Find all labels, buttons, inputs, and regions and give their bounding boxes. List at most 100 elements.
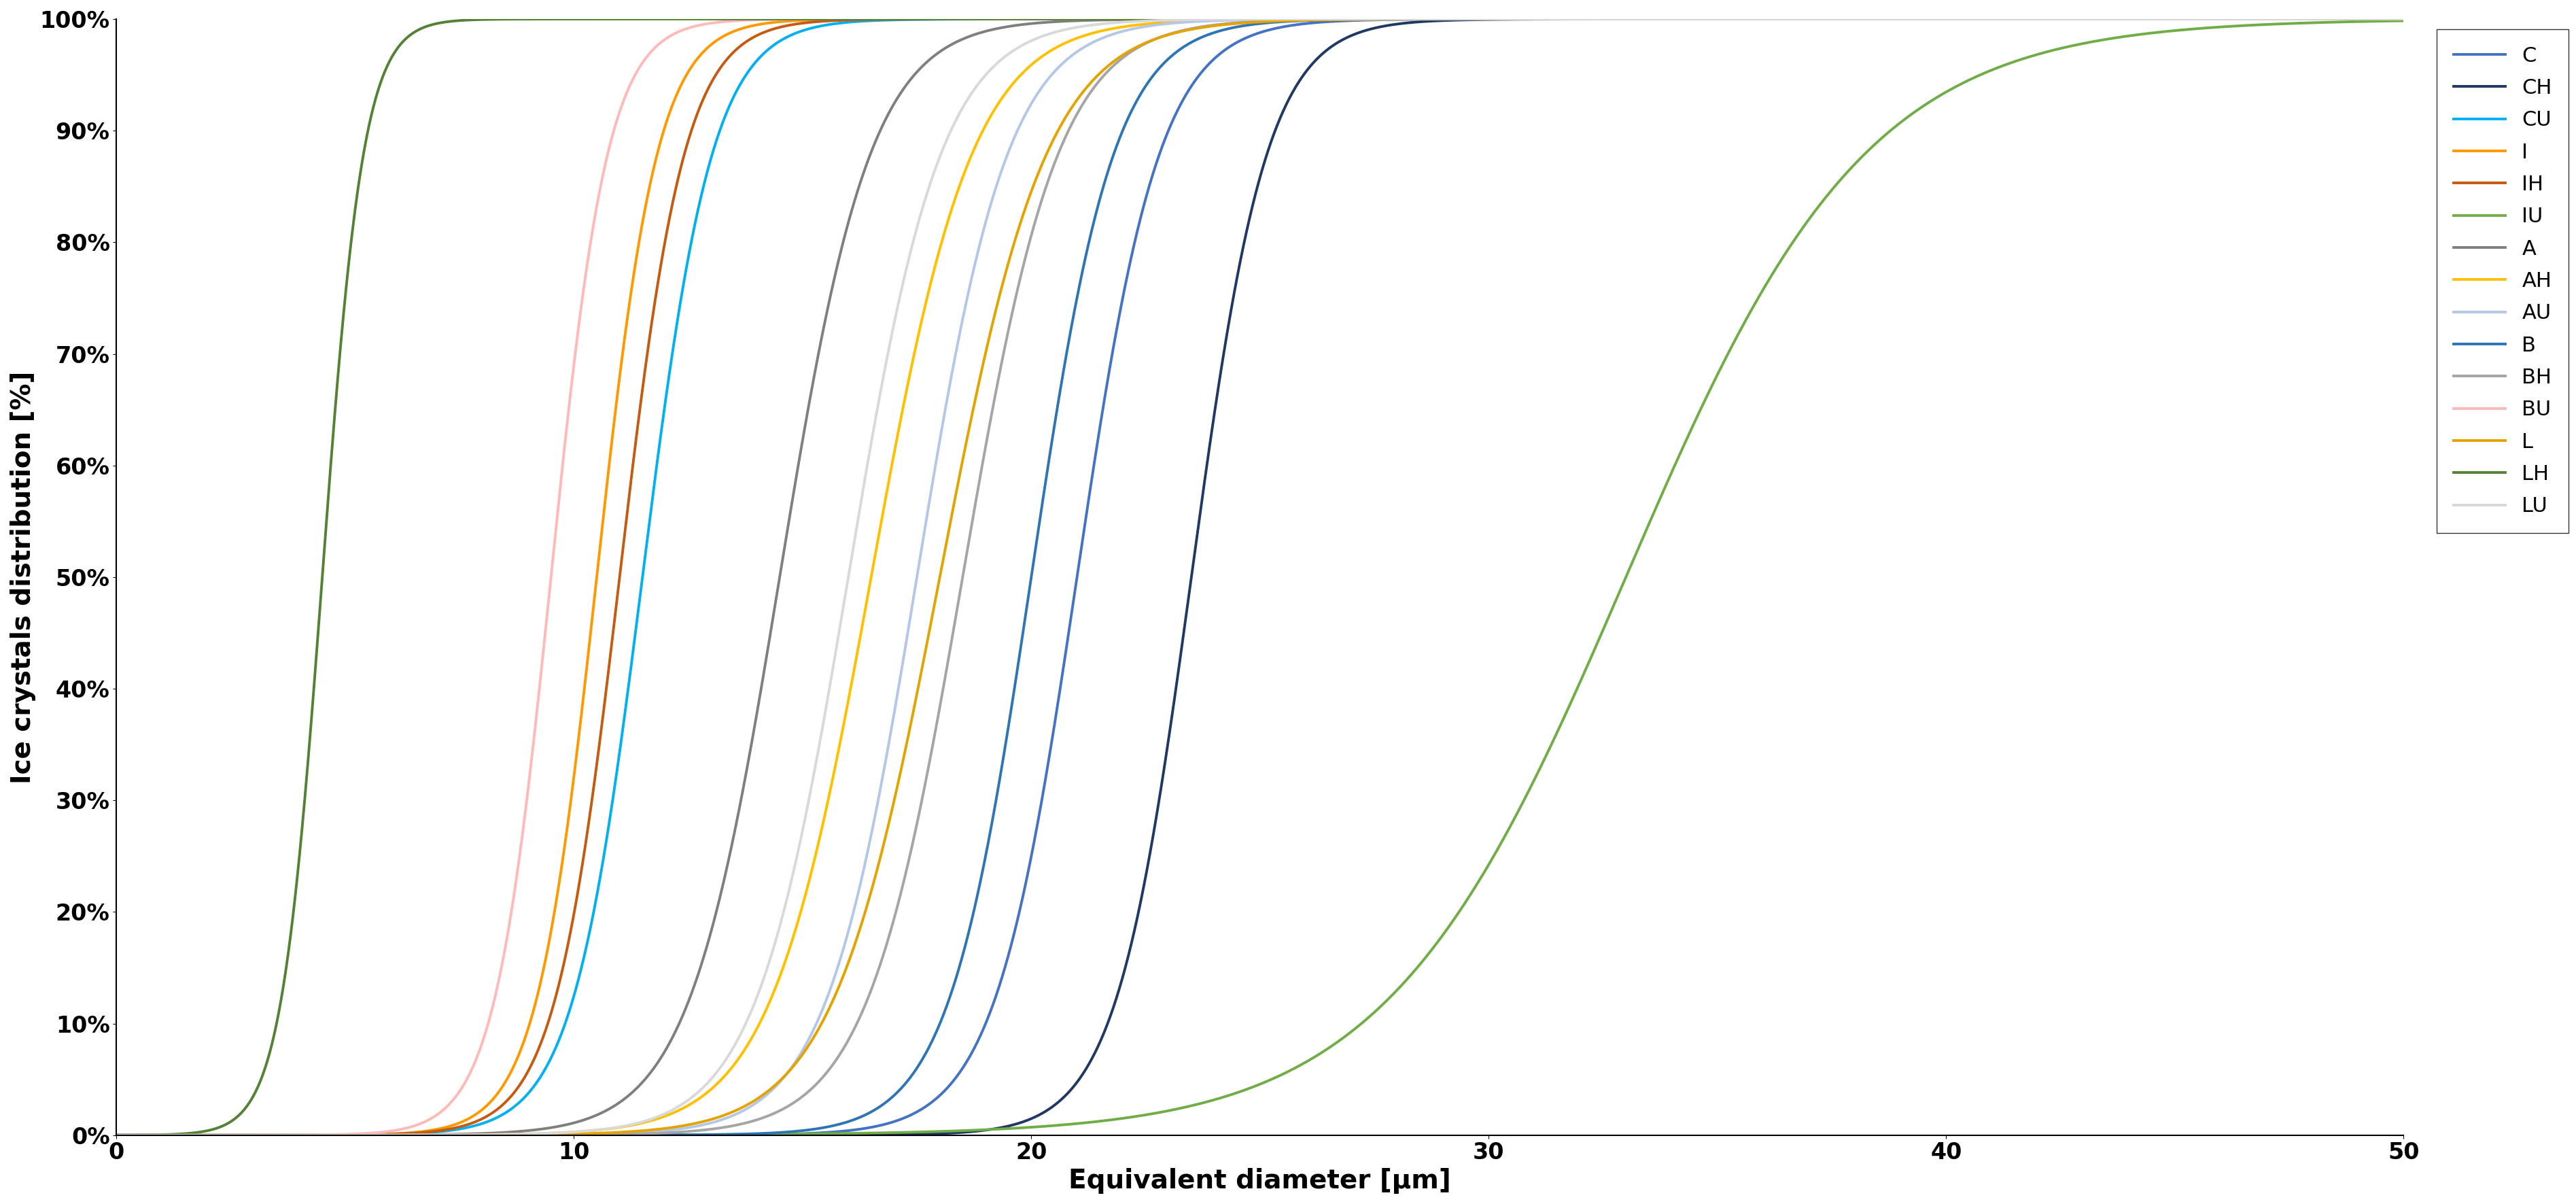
AH	[2388, 12, 2419, 26]
IH	[497, 1087, 528, 1102]
A	[979, 22, 1010, 36]
AH	[2097, 12, 2128, 26]
C	[2344, 12, 2375, 26]
B	[979, 808, 1010, 822]
CU	[1919, 12, 1950, 26]
B	[361, 1128, 392, 1143]
AU	[2388, 12, 2419, 26]
IH	[1077, 12, 1108, 26]
LH	[979, 12, 1010, 26]
CU	[1077, 12, 1108, 26]
IH	[2097, 12, 2128, 26]
BU	[100, 1128, 131, 1143]
IH	[979, 12, 1010, 26]
L	[979, 313, 1010, 327]
L	[2388, 12, 2419, 26]
BH	[100, 1128, 131, 1143]
A	[497, 1125, 528, 1139]
Line: BH: BH	[116, 19, 2403, 1135]
AU	[2097, 12, 2128, 26]
IU	[979, 1122, 1010, 1137]
Line: AH: AH	[116, 19, 2403, 1135]
AU	[361, 1128, 392, 1143]
AU	[100, 1128, 131, 1143]
Line: BU: BU	[116, 19, 2403, 1135]
L	[2097, 12, 2128, 26]
I	[1077, 12, 1108, 26]
IH	[1806, 12, 1837, 26]
BU	[1077, 12, 1108, 26]
CU	[2097, 12, 2128, 26]
LH	[1072, 12, 1103, 26]
L	[1077, 73, 1108, 88]
CH	[497, 1128, 528, 1143]
CH	[1077, 1050, 1108, 1064]
CU	[100, 1128, 131, 1143]
CU	[2344, 12, 2375, 26]
Y-axis label: Ice crystals distribution [%]: Ice crystals distribution [%]	[10, 371, 36, 784]
BH	[361, 1128, 392, 1143]
Line: L: L	[116, 19, 2403, 1135]
C	[2097, 12, 2128, 26]
A	[100, 1128, 131, 1143]
A	[2097, 12, 2128, 26]
CU	[2388, 12, 2419, 26]
L	[497, 1127, 528, 1141]
BH	[979, 397, 1010, 412]
B	[2097, 12, 2128, 26]
AH	[1077, 26, 1108, 41]
Line: LH: LH	[116, 19, 2403, 1135]
I	[361, 1127, 392, 1141]
Line: CU: CU	[116, 19, 2403, 1135]
IH	[361, 1127, 392, 1141]
AU	[2344, 12, 2375, 26]
AU	[979, 188, 1010, 202]
CU	[979, 12, 1010, 26]
AU	[497, 1128, 528, 1143]
L	[361, 1128, 392, 1143]
BH	[2388, 12, 2419, 26]
LH	[2344, 12, 2375, 26]
CH	[2097, 12, 2128, 26]
A	[2344, 12, 2375, 26]
C	[100, 1128, 131, 1143]
Line: CH: CH	[116, 19, 2403, 1135]
IH	[2388, 12, 2419, 26]
BU	[2097, 12, 2128, 26]
Line: IU: IU	[116, 20, 2403, 1135]
LH	[497, 12, 528, 26]
IU	[100, 1128, 131, 1143]
Line: LU: LU	[116, 19, 2403, 1135]
C	[1077, 467, 1108, 482]
B	[2344, 12, 2375, 26]
BU	[2344, 12, 2375, 26]
Line: C: C	[116, 19, 2403, 1135]
LU	[497, 1127, 528, 1141]
CU	[361, 1127, 392, 1141]
BH	[1077, 82, 1108, 96]
A	[2388, 12, 2419, 26]
AH	[497, 1127, 528, 1141]
LH	[100, 1128, 131, 1143]
CH	[361, 1128, 392, 1143]
AU	[1077, 35, 1108, 49]
LH	[361, 85, 392, 100]
AH	[100, 1128, 131, 1143]
BU	[979, 12, 1010, 26]
A	[1077, 13, 1108, 28]
LH	[2388, 12, 2419, 26]
Legend: C, CH, CU, I, IH, IU, A, AH, AU, B, BH, BU, L, LH, LU: C, CH, CU, I, IH, IU, A, AH, AU, B, BH, …	[2437, 29, 2568, 533]
I	[100, 1128, 131, 1143]
I	[2344, 12, 2375, 26]
B	[100, 1128, 131, 1143]
BU	[361, 1126, 392, 1140]
Line: A: A	[116, 19, 2403, 1135]
I	[2388, 12, 2419, 26]
X-axis label: Equivalent diameter [μm]: Equivalent diameter [μm]	[1069, 1168, 1450, 1194]
BU	[1587, 12, 1618, 26]
Line: IH: IH	[116, 19, 2403, 1135]
AH	[361, 1128, 392, 1143]
LH	[2097, 12, 2128, 26]
LU	[979, 59, 1010, 73]
B	[497, 1128, 528, 1143]
